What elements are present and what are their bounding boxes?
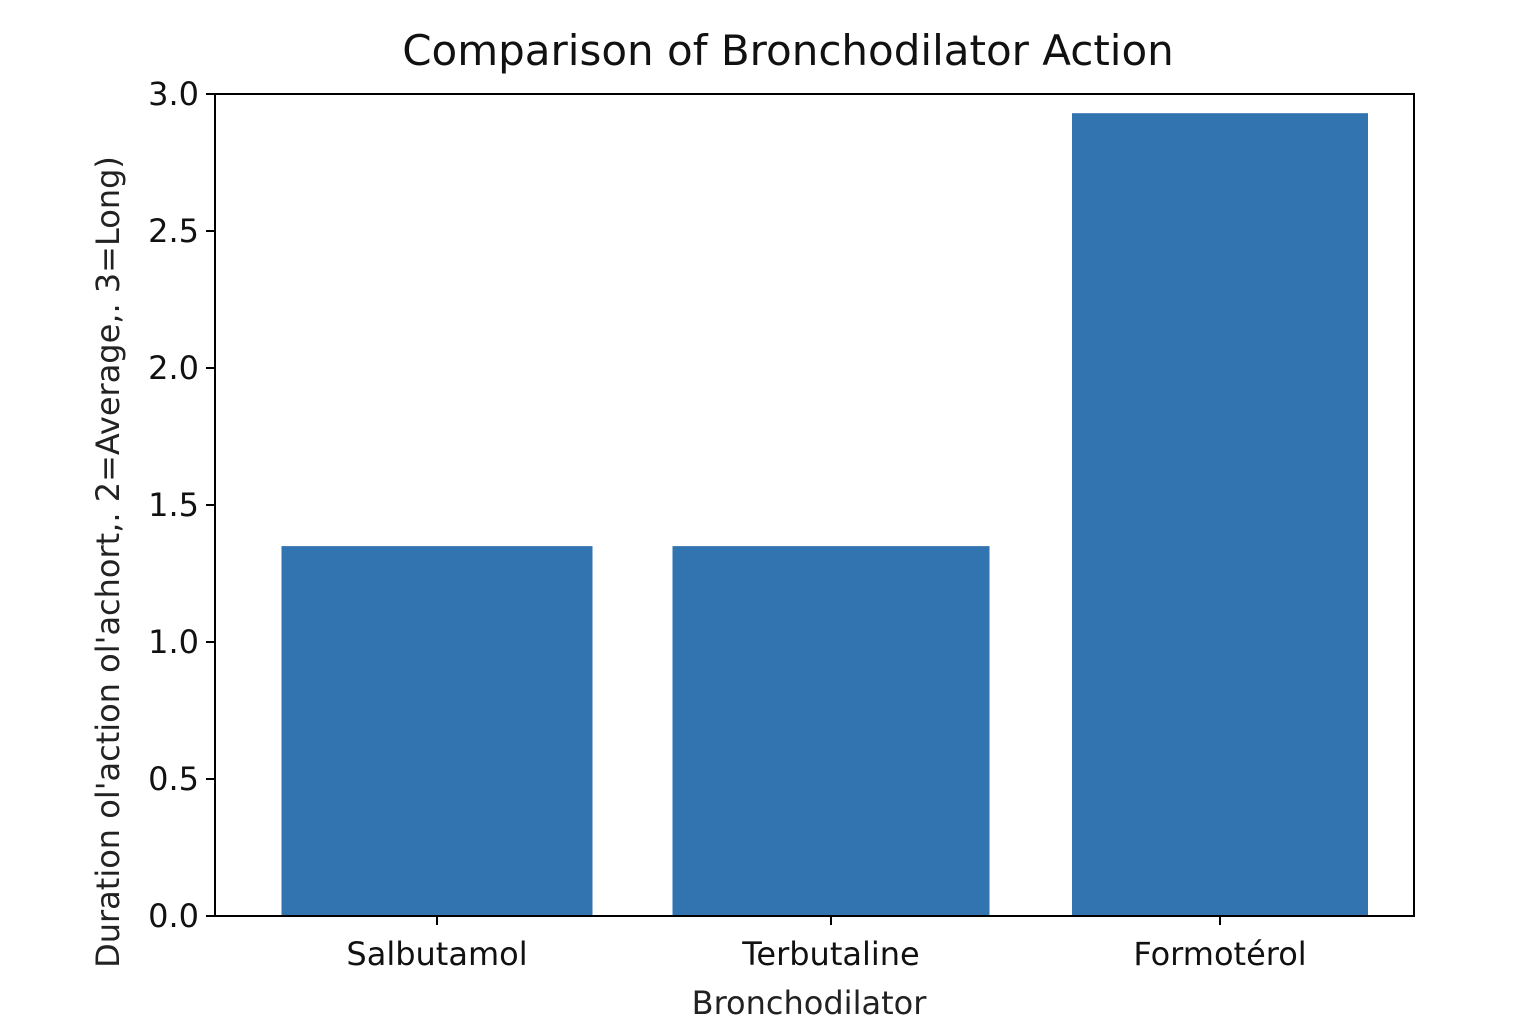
bar-formot-rol (1072, 113, 1368, 917)
y-tick-label: 2.0 (148, 349, 199, 387)
y-axis-label: Duration ol'action ol'achort,. 2=Average… (89, 156, 127, 968)
y-tick-label: 0.5 (148, 760, 199, 798)
bar-terbutaline (672, 546, 990, 916)
bars-group (281, 113, 1368, 917)
x-axis: Salbutamol Terbutaline Formotérol (346, 916, 1307, 973)
x-tick-label: Salbutamol (346, 935, 527, 973)
y-tick-label: 3.0 (148, 75, 199, 113)
y-tick-label: 0.0 (148, 897, 199, 935)
chart-title: Comparison of Bronchodilator Action (402, 26, 1174, 75)
y-tick-label: 1.0 (148, 623, 199, 661)
plot-area: 0.0 0.5 1.0 1.5 2.0 2.5 3.0 Salbutamol Terbutal… (148, 75, 1415, 973)
y-tick-label: 2.5 (148, 212, 199, 250)
x-axis-label: Bronchodilator (692, 984, 928, 1022)
y-axis: 0.0 0.5 1.0 1.5 2.0 2.5 3.0 (148, 75, 215, 935)
y-tick-label: 1.5 (148, 486, 199, 524)
x-tick-label: Terbutaline (741, 935, 919, 973)
bar-salbutamol (281, 546, 593, 916)
x-tick-label: Formotérol (1133, 935, 1306, 973)
